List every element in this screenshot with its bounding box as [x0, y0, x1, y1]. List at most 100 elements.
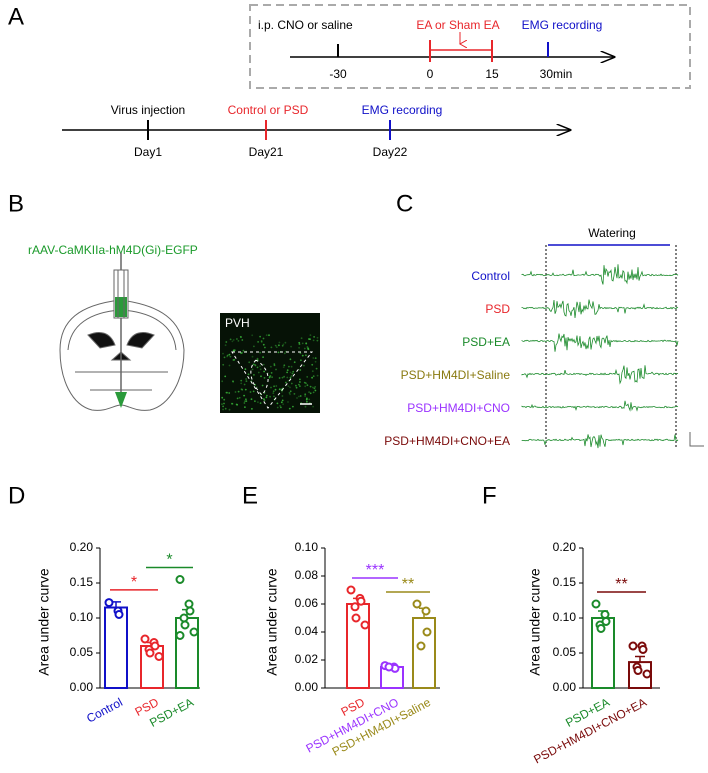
speckle-dot: [303, 364, 305, 367]
timeline-label: EA or Sham EA: [416, 18, 499, 32]
speckle-dot: [301, 342, 304, 345]
speckle-dot: [226, 354, 229, 357]
timeline-label: EMG recording: [522, 18, 603, 32]
bar: [412, 617, 436, 689]
speckle-dot: [260, 340, 263, 342]
speckle-dot: [273, 385, 275, 388]
speckle-dot: [269, 374, 272, 377]
speckle-dot: [295, 386, 298, 389]
error-bar: [635, 655, 645, 663]
significance-label: ***: [366, 562, 385, 579]
speckle-dot: [240, 382, 243, 385]
speckle-dot: [256, 366, 259, 369]
timeline-label: i.p. CNO or saline: [258, 18, 353, 32]
speckle-dot: [264, 346, 266, 349]
speckle-dot: [268, 334, 270, 337]
speckle-dot: [223, 398, 226, 401]
speckle-dot: [278, 341, 281, 344]
speckle-dot: [229, 338, 232, 341]
speckle-dot: [251, 355, 254, 358]
group-label: PSD+HM4DI+Saline: [401, 368, 511, 382]
speckle-dot: [281, 395, 284, 397]
speckle-dot: [290, 375, 293, 377]
emg-trace: [521, 400, 679, 412]
data-point: [642, 669, 652, 679]
region-label: PVH: [225, 316, 250, 330]
panel-label: F: [482, 482, 497, 509]
y-tick-label: 0.00: [295, 680, 319, 694]
emg-trace: [521, 264, 679, 285]
y-tick-label: 0.05: [70, 645, 94, 659]
data-point: [185, 606, 195, 616]
y-tick-label: 0.02: [295, 652, 319, 666]
speckle-dot: [278, 388, 281, 391]
y-tick-label: 0.15: [70, 575, 94, 589]
timeline-label: Virus injection: [111, 103, 185, 117]
speckle-dot: [273, 364, 276, 367]
speckle-dot: [265, 334, 268, 336]
speckle-dot: [254, 400, 256, 403]
speckle-dot: [282, 366, 285, 368]
speckle-dot: [316, 339, 319, 342]
speckle-dot: [263, 399, 266, 402]
speckle-dot: [263, 377, 266, 379]
timeline-tick-label: -30: [329, 67, 347, 81]
window-label: Watering: [588, 226, 636, 240]
speckle-dot: [221, 380, 224, 383]
data-point: [591, 599, 601, 609]
speckle-dot: [312, 339, 315, 342]
speckle-dot: [256, 357, 259, 360]
speckle-dot: [223, 402, 225, 405]
construct-label: rAAV-CaMKIIa-hM4D(Gi)-EGFP: [28, 243, 198, 257]
x-tick-label: Control: [84, 695, 125, 726]
speckle-dot: [237, 390, 240, 393]
y-tick-label: 0.10: [295, 540, 319, 554]
speckle-dot: [275, 368, 277, 371]
speckle-dot: [253, 345, 255, 348]
speckle-dot: [293, 361, 296, 364]
y-tick-label: 0.20: [553, 540, 577, 554]
speckle-dot: [252, 390, 255, 393]
y-tick-label: 0.00: [553, 680, 577, 694]
speckle-dot: [257, 341, 259, 343]
speckle-dot: [305, 342, 308, 345]
emg-traces: [521, 264, 679, 449]
panel-label: A: [8, 3, 24, 30]
speckle-dot: [283, 364, 286, 367]
panel-label: B: [8, 190, 24, 217]
group-label: PSD+HM4DI+CNO: [407, 401, 510, 415]
speckle-dot: [292, 405, 294, 408]
speckle-dot: [252, 363, 255, 366]
speckle-dot: [312, 386, 314, 389]
speckle-dot: [250, 398, 253, 401]
speckle-dot: [291, 372, 294, 375]
y-tick-label: 0.00: [70, 680, 94, 694]
speckle-dot: [272, 390, 275, 393]
speckle-dot: [253, 374, 255, 376]
speckle-dot: [257, 371, 260, 374]
speckle-dot: [299, 378, 301, 381]
speckle-dot: [283, 352, 286, 355]
significance-label: **: [615, 576, 627, 593]
timeline-day: Day1: [134, 145, 162, 159]
data-point: [421, 606, 431, 616]
speckle-dot: [295, 384, 297, 387]
speckle-dot: [314, 389, 317, 392]
speckle-dot: [312, 405, 314, 408]
speckle-dot: [301, 354, 304, 357]
speckle-dot: [224, 344, 227, 347]
speckle-dot: [226, 391, 228, 394]
injection-syringe: [113, 253, 129, 408]
data-point: [346, 585, 356, 595]
speckle-dot: [243, 394, 246, 397]
speckle-dot: [236, 338, 238, 340]
speckle-dot: [304, 395, 306, 397]
speckle-dot: [228, 364, 231, 367]
y-tick-label: 0.15: [553, 575, 577, 589]
y-tick-label: 0.04: [295, 624, 319, 638]
speckle-dot: [244, 368, 247, 371]
speckle-dot: [299, 381, 301, 383]
speckle-dot: [299, 369, 302, 371]
speckle-dot: [292, 370, 295, 373]
